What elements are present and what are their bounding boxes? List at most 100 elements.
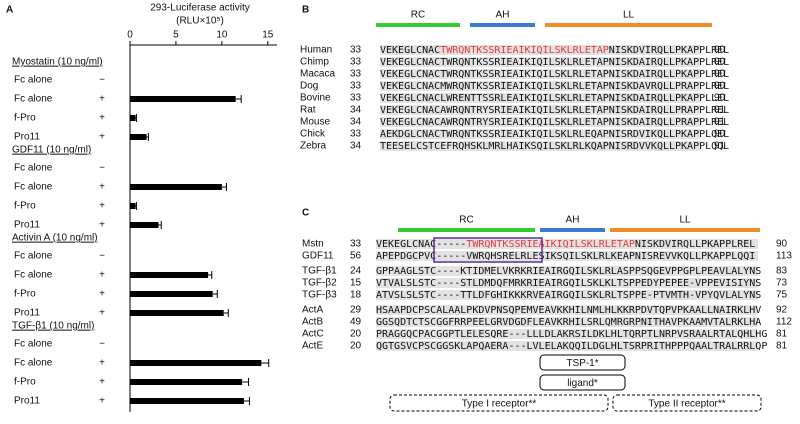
row-sign: +	[99, 220, 105, 231]
region-label: RC	[459, 215, 473, 226]
sequence-end: 91	[714, 141, 726, 152]
sequence-name: Macaca	[300, 69, 335, 80]
sequence-segment: VEKEGLCNAC	[380, 45, 440, 56]
row-label: Fc alone	[14, 94, 53, 105]
bar	[130, 184, 222, 190]
sequence-segment: APEPDGCPVC-----VWRQHSRELRLESIKSQILSKLRLK…	[376, 251, 755, 262]
sequence-name: ActC	[302, 329, 324, 340]
sequence-segment: VTVALSLSTC----STLDMDQFMRKRIEAIRGQILSKLKL…	[376, 278, 761, 289]
bar	[130, 134, 147, 140]
conserved-shade	[380, 141, 700, 151]
sequence-segment: PRAGGQCPACGGPTLELESQRE---LLLDLAKRSILDKLH…	[376, 329, 767, 340]
sequence-start: 33	[350, 81, 362, 92]
sequence-end: 83	[776, 266, 788, 277]
conserved-shade	[376, 341, 758, 351]
row-label: f-Pro	[14, 377, 36, 388]
bar	[130, 96, 236, 102]
row-sign: −	[99, 339, 105, 350]
region-label: AH	[566, 215, 580, 226]
sequence-segment: AEKDGLCNACTWRQNTKSSRIEAIKIQILSKLRLEQAPNI…	[380, 129, 729, 140]
sequence: GGSQDTCTSCGGFRRPEELGRVDGDFLEAVKRHILSRLQM…	[376, 317, 761, 328]
bar	[130, 272, 209, 278]
sequence-end: 90	[714, 57, 726, 68]
row-label: Fc alone	[14, 339, 53, 350]
sequence: GPPAAGLSTC----KTIDMELVKRKRIEAIRGQILSKLRL…	[376, 266, 761, 277]
conserved-shade	[376, 239, 758, 249]
row-sign: +	[99, 358, 105, 369]
panel-label: B	[302, 5, 309, 16]
row-sign: +	[99, 182, 105, 193]
sequence: AEKDGLCNACTWRQNTKSSRIEAIKIQILSKLRLEQAPNI…	[380, 129, 729, 140]
region-bar	[610, 228, 760, 232]
bar	[130, 291, 213, 297]
domain-label: Type I receptor**	[462, 399, 537, 410]
bar	[130, 360, 262, 366]
domain-box	[539, 354, 626, 371]
row-sign: +	[99, 396, 105, 407]
domain-box	[612, 394, 762, 412]
row-label: Fc alone	[14, 163, 53, 174]
sequence: VEKEGLCNACAWRQNTRYSRIEAIKIQILSKLRLETAPNI…	[380, 117, 729, 128]
sequence-segment: GPPAAGLSTC----KTIDMELVKRKRIEAIRGQILSKLRL…	[376, 266, 761, 277]
conserved-shade	[376, 305, 758, 315]
x-tick-label: 5	[173, 30, 179, 41]
sequence-start: 56	[350, 251, 362, 262]
sequence-segment: VEKEGLCNACAWRQNTRYSRIEAIKIQILSKLRLETAPNI…	[380, 117, 729, 128]
conserved-shade	[376, 290, 758, 300]
sequence-start: 15	[350, 278, 362, 289]
row-label: Pro11	[14, 132, 40, 143]
homology-box	[433, 237, 543, 263]
sequence-start: 20	[350, 329, 362, 340]
sequence-end: 92	[776, 305, 788, 316]
bar	[130, 203, 136, 209]
sequence: VTVALSLSTC----STLDMDQFMRKRIEAIRGQILSKLKL…	[376, 278, 761, 289]
sequence-name: Zebra	[300, 141, 327, 152]
sequence-segment: TWRQNTKSSRIEAIKIQILSKLRLETAP	[466, 239, 635, 250]
sequence-end: 81	[776, 341, 788, 352]
sequence: VEKEGLCNACTWRQNTKSSRIEAIKIQILSKLRLETAPNI…	[380, 57, 729, 68]
sequence-name: Mouse	[300, 117, 330, 128]
sequence-name: TGF-β1	[302, 266, 337, 277]
bar	[130, 379, 243, 385]
sequence-segment: QGTGSVCPSCGGSKLAPQAERA---LVLELAKQQILDGLH…	[376, 341, 767, 352]
sequence-start: 20	[350, 341, 362, 352]
sequence: TEESELCSTCEFRQHSKLMRLHAIKSQILSKLRLKQAPNI…	[380, 141, 729, 152]
row-label: Fc alone	[14, 251, 53, 262]
conserved-shade	[380, 93, 700, 103]
sequence-segment: VEKEGLCNACMWRQNTKSSRIEAIKIQILSKLRLETAPNI…	[380, 81, 729, 92]
sequence: ATVSLSLSTC----TTLDFGHIKKKRVEAIRGQILSKLRL…	[376, 290, 761, 301]
row-sign: −	[99, 251, 105, 262]
sequence-name: Chick	[300, 129, 326, 140]
sequence-start: 24	[350, 266, 362, 277]
row-sign: +	[99, 377, 105, 388]
sequence-name: Bovine	[300, 93, 331, 104]
row-sign: +	[99, 94, 105, 105]
sequence-end: 90	[714, 69, 726, 80]
row-sign: −	[99, 163, 105, 174]
sequence-segment: NISKDVIRQLLPKAPPLREL	[635, 239, 755, 250]
sequence-start: 18	[350, 290, 362, 301]
domain-label: ligand*	[567, 378, 598, 389]
sequence-segment: VEKEGLCNACLWRENTTSSRLEAIKIQILSKLRLETAPNI…	[380, 93, 729, 104]
row-sign: +	[99, 270, 105, 281]
sequence-start: 34	[350, 141, 362, 152]
group-label: GDF11 (10 ng/ml)	[12, 145, 91, 156]
conserved-shade	[380, 69, 700, 79]
sequence-end: 81	[776, 329, 788, 340]
sequence-start: 33	[350, 45, 362, 56]
sequence: VEKEGLCNACLWRENTTSSRLEAIKIQILSKLRLETAPNI…	[380, 93, 729, 104]
conserved-shade	[376, 278, 758, 288]
sequence-segment: ATVSLSLSTC----TTLDFGHIKKKRVEAIRGQILSKLRL…	[376, 290, 761, 301]
x-tick-label: 0	[127, 30, 133, 41]
bar	[130, 222, 159, 228]
sequence-name: ActA	[302, 305, 323, 316]
sequence-segment: NISKDVIRQLLPKAPPLREL	[609, 45, 729, 56]
sequence-end: 90	[714, 93, 726, 104]
sequence: VEKEGLCNAC-----TWRQNTKSSRIEAIKIQILSKLRLE…	[376, 239, 755, 250]
row-label: f-Pro	[14, 289, 36, 300]
conserved-shade	[376, 266, 758, 276]
conserved-shade	[380, 129, 700, 139]
sequence-name: Chimp	[300, 57, 329, 68]
conserved-shade	[376, 329, 758, 339]
